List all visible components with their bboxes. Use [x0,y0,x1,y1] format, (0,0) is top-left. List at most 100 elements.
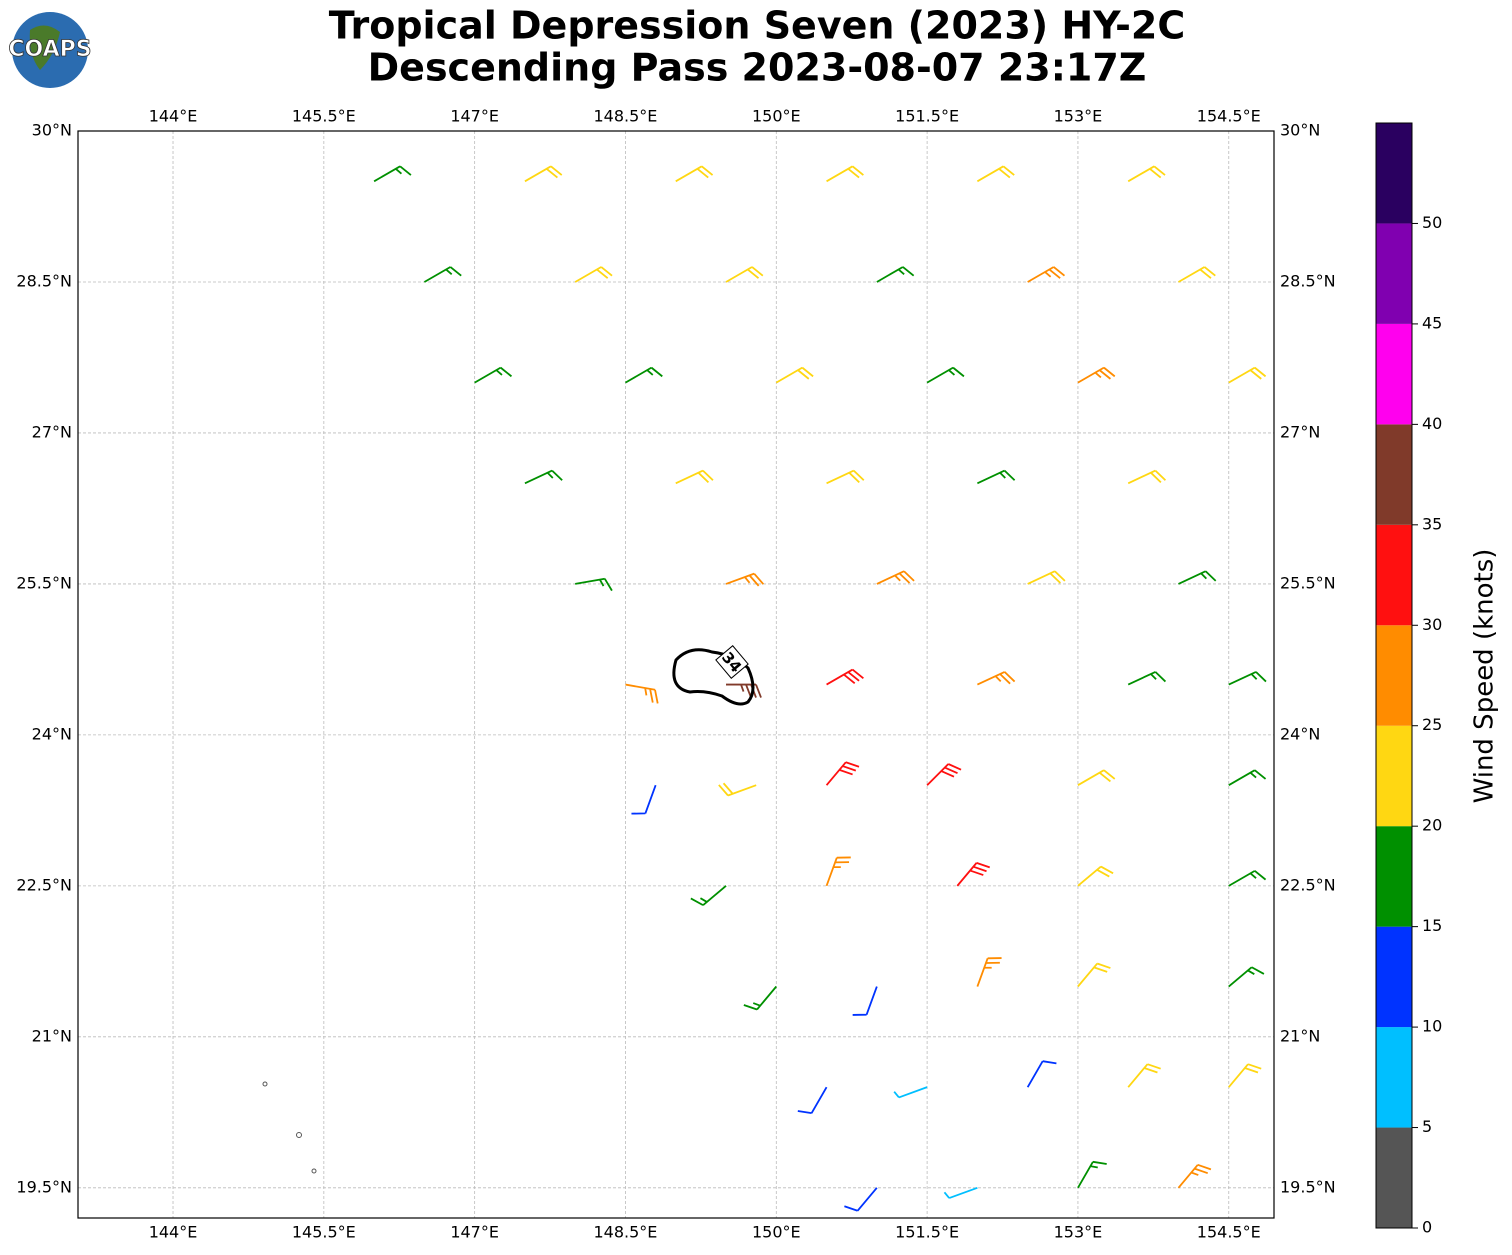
wind-barb [976,165,1015,183]
wind-barb [1178,266,1216,283]
wind-barb [1026,1060,1057,1088]
y-tick-label: 22.5°N [1280,875,1336,894]
wind-barb [943,1186,978,1199]
wind-barb [625,366,663,384]
wind-barb [725,266,764,283]
wind-barb [725,572,765,587]
wind-barb [1077,865,1114,887]
y-tick-label: 19.5°N [16,1177,72,1196]
wind-barb [1127,165,1166,183]
x-tick-label: 154.5°E [1197,107,1261,126]
wind-barb [726,683,762,698]
wind-barb [718,782,757,797]
x-tick-label: 148.5°E [594,107,658,126]
wind-barb [825,856,851,887]
colorbar-bin [1376,625,1412,726]
x-tick-label: 144°E [149,107,198,126]
wind-barb [474,366,513,384]
wind-barb [1228,966,1265,988]
y-tick-label: 24°N [1280,724,1320,743]
wind-barb [976,957,1002,987]
y-tick-label: 19.5°N [1280,1177,1336,1196]
wind-barb [1077,962,1111,988]
x-tick-label: 144°E [149,1223,198,1242]
y-tick-label: 30°N [32,121,72,140]
wind-barb [690,885,727,906]
x-tick-label: 145.5°E [292,107,356,126]
wind-barb [956,862,991,887]
islands [262,1081,317,1174]
x-tick-label: 145.5°E [292,1223,356,1242]
colorbar-frame [1375,122,1413,1229]
contour [672,648,755,706]
wind-barb [825,761,860,786]
wind-barb [876,266,915,283]
wind-barb [844,1187,878,1212]
island [296,1132,302,1138]
colorbar-tick-label: 45 [1422,313,1442,332]
wind-barb [1077,1160,1107,1189]
logo-land [29,25,60,71]
map-frame [77,130,1275,1219]
chart-subtitle: Descending Pass 2023-08-07 23:17Z [368,46,1147,90]
wind-barb [1027,570,1066,585]
wind-barb [1228,1063,1262,1088]
wind-barb [1077,769,1116,786]
wind-barb [977,469,1016,485]
wind-barb [524,165,563,183]
colorbar-bin [1376,926,1412,1028]
colorbar-tick-label: 5 [1422,1117,1432,1136]
colorbar-bin [1376,524,1412,626]
y-tick-label: 28.5°N [1280,271,1336,290]
wind-barb [1127,1063,1161,1088]
wind-barb [575,577,613,592]
colorbar-bin [1376,223,1412,324]
colorbar-bin [1376,123,1412,224]
y-tick-label: 25.5°N [16,573,72,592]
wind-barb [852,986,878,1016]
y-tick-label: 21°N [1280,1026,1320,1045]
colorbar-tick-label: 30 [1422,615,1442,634]
colorbar-bin [1376,424,1412,525]
colorbar-tick-label: 15 [1422,916,1442,935]
wind-barb [1228,671,1267,686]
colorbar-bin [1376,323,1412,425]
wind-barb [826,469,865,485]
barbs [373,165,1267,1212]
grid: 144°E 144°E 145.5°E 145.5°E 147°E 147°E 148.5°… [16,107,1335,1242]
x-tick-label: 153°E [1054,1223,1103,1242]
colorbar-tick-label: 25 [1422,715,1442,734]
wind-barb [1127,469,1167,485]
wind-barb [977,671,1016,686]
wind-barb [826,165,864,183]
colorbar-tick-label: 35 [1422,514,1442,533]
y-tick-label: 27°N [32,422,72,441]
colorbar-tick-label: 0 [1422,1218,1432,1237]
x-tick-label: 148.5°E [594,1223,658,1242]
chart-title: Tropical Depression Seven (2023) HY-2C [329,4,1185,48]
wind-barb [625,683,659,704]
wind-barb [775,366,814,384]
wind-barb [1127,671,1167,686]
wind-barb [1177,1163,1212,1189]
wind-barb [1228,870,1267,887]
colorbar-bin [1376,826,1412,927]
wind-barb [797,1086,828,1115]
wind-barb [524,469,563,485]
wind-barb [926,763,962,786]
wind-barb [826,668,864,686]
logo: COAPS [8,12,92,88]
wind-barb [1027,266,1066,283]
wind-barb [926,366,965,384]
x-tick-label: 153°E [1054,107,1103,126]
y-tick-label: 22.5°N [16,875,72,894]
x-tick-label: 154.5°E [1197,1223,1261,1242]
x-tick-label: 150°E [752,107,801,126]
y-tick-label: 25.5°N [1280,573,1336,592]
wind-barb [1178,570,1217,585]
wind-barb [743,985,777,1011]
y-tick-label: 27°N [1280,422,1320,441]
colorbar-tick-label: 50 [1422,213,1442,232]
wind-barb [675,165,714,183]
wind-barb [876,570,915,585]
